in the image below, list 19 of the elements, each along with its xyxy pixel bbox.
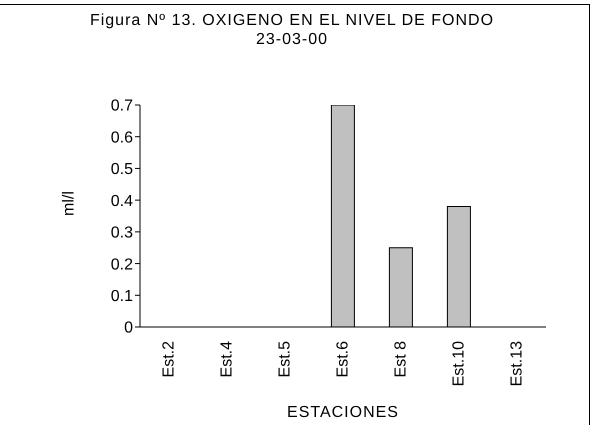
x-tick-label: Est.2 bbox=[160, 340, 178, 378]
x-tick-label: Est.10 bbox=[450, 340, 468, 386]
x-tick-label: Est.4 bbox=[218, 340, 236, 378]
y-tick-label: 0.2 bbox=[110, 256, 134, 274]
x-tick-label: Est 8 bbox=[392, 340, 410, 378]
y-axis-title: ml/l bbox=[60, 191, 78, 216]
y-tick-label: 0.4 bbox=[110, 192, 134, 210]
y-tick-label: 0.1 bbox=[110, 288, 134, 305]
y-tick-label: 0 bbox=[124, 320, 134, 337]
y-tick-label: 0.3 bbox=[110, 224, 134, 242]
y-tick-label: 0.6 bbox=[110, 129, 134, 146]
x-tick-label: Est.13 bbox=[508, 340, 526, 386]
chart-title: Figura Nº 13. OXIGENO EN EL NIVEL DE FONDO bbox=[88, 12, 496, 30]
x-tick-label: Est.5 bbox=[276, 340, 294, 378]
y-tick-label: 0.5 bbox=[110, 161, 134, 178]
y-tick-label: 0.7 bbox=[110, 98, 134, 115]
x-axis-title: ESTACIONES bbox=[287, 404, 399, 421]
x-tick-label: Est.6 bbox=[334, 340, 352, 378]
chart-subtitle: 23-03-00 bbox=[254, 31, 330, 49]
